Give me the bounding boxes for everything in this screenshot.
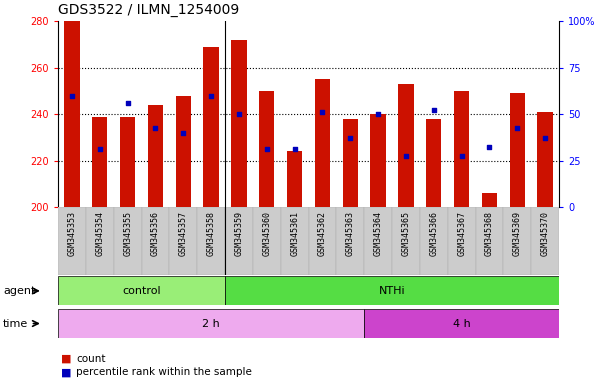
- Point: [290, 146, 299, 152]
- Point: [485, 144, 494, 150]
- Point: [67, 93, 77, 99]
- Text: GSM345367: GSM345367: [457, 211, 466, 256]
- Text: GSM345362: GSM345362: [318, 211, 327, 256]
- Bar: [315, 79, 330, 207]
- Bar: [448, 207, 475, 275]
- Bar: [169, 207, 197, 275]
- Point: [318, 109, 327, 115]
- Bar: [203, 47, 219, 207]
- Bar: [280, 207, 309, 275]
- Text: percentile rank within the sample: percentile rank within the sample: [76, 367, 252, 377]
- Text: GSM345361: GSM345361: [290, 211, 299, 256]
- Text: GSM345356: GSM345356: [151, 211, 160, 256]
- Text: GSM345358: GSM345358: [207, 211, 216, 256]
- Point: [373, 111, 383, 118]
- Bar: [92, 117, 108, 207]
- Text: NTHi: NTHi: [379, 286, 405, 296]
- Bar: [114, 207, 142, 275]
- Bar: [58, 309, 364, 338]
- Point: [513, 125, 522, 131]
- Point: [234, 111, 244, 118]
- Bar: [364, 309, 559, 338]
- Bar: [503, 207, 531, 275]
- Text: GSM345364: GSM345364: [374, 211, 382, 256]
- Text: GSM345363: GSM345363: [346, 211, 355, 256]
- Text: GDS3522 / ILMN_1254009: GDS3522 / ILMN_1254009: [58, 3, 240, 17]
- Bar: [175, 96, 191, 207]
- Bar: [510, 93, 525, 207]
- Bar: [337, 207, 364, 275]
- Bar: [253, 207, 280, 275]
- Text: GSM345353: GSM345353: [67, 211, 76, 256]
- Bar: [120, 117, 135, 207]
- Bar: [148, 105, 163, 207]
- Bar: [58, 207, 86, 275]
- Point: [429, 106, 439, 113]
- Text: agent: agent: [3, 286, 35, 296]
- Bar: [64, 21, 79, 207]
- Text: ■: ■: [61, 367, 71, 377]
- Point: [457, 153, 467, 159]
- Bar: [420, 207, 448, 275]
- Bar: [309, 207, 337, 275]
- Text: GSM345357: GSM345357: [179, 211, 188, 256]
- Bar: [259, 91, 274, 207]
- Point: [262, 146, 272, 152]
- Text: GSM345368: GSM345368: [485, 211, 494, 256]
- Point: [178, 130, 188, 136]
- Bar: [398, 84, 414, 207]
- Point: [150, 125, 160, 131]
- Point: [345, 134, 355, 141]
- Point: [207, 93, 216, 99]
- Bar: [197, 207, 225, 275]
- Point: [401, 153, 411, 159]
- Bar: [538, 112, 553, 207]
- Point: [95, 146, 104, 152]
- Bar: [58, 276, 225, 305]
- Text: control: control: [122, 286, 161, 296]
- Text: GSM345365: GSM345365: [401, 211, 411, 256]
- Bar: [531, 207, 559, 275]
- Bar: [225, 207, 253, 275]
- Bar: [225, 276, 559, 305]
- Text: GSM345366: GSM345366: [430, 211, 438, 256]
- Text: GSM345369: GSM345369: [513, 211, 522, 256]
- Text: GSM345359: GSM345359: [235, 211, 243, 256]
- Bar: [454, 91, 469, 207]
- Bar: [343, 119, 358, 207]
- Point: [123, 99, 133, 106]
- Point: [540, 134, 550, 141]
- Bar: [232, 40, 247, 207]
- Text: GSM345370: GSM345370: [541, 211, 550, 256]
- Bar: [86, 207, 114, 275]
- Text: ■: ■: [61, 354, 71, 364]
- Bar: [482, 194, 497, 207]
- Text: count: count: [76, 354, 106, 364]
- Bar: [142, 207, 169, 275]
- Text: 2 h: 2 h: [202, 318, 220, 329]
- Bar: [287, 151, 302, 207]
- Bar: [364, 207, 392, 275]
- Text: GSM345354: GSM345354: [95, 211, 104, 256]
- Text: GSM345360: GSM345360: [262, 211, 271, 256]
- Text: 4 h: 4 h: [453, 318, 470, 329]
- Text: time: time: [3, 318, 28, 329]
- Bar: [475, 207, 503, 275]
- Text: GSM345355: GSM345355: [123, 211, 132, 256]
- Bar: [370, 114, 386, 207]
- Bar: [392, 207, 420, 275]
- Bar: [426, 119, 442, 207]
